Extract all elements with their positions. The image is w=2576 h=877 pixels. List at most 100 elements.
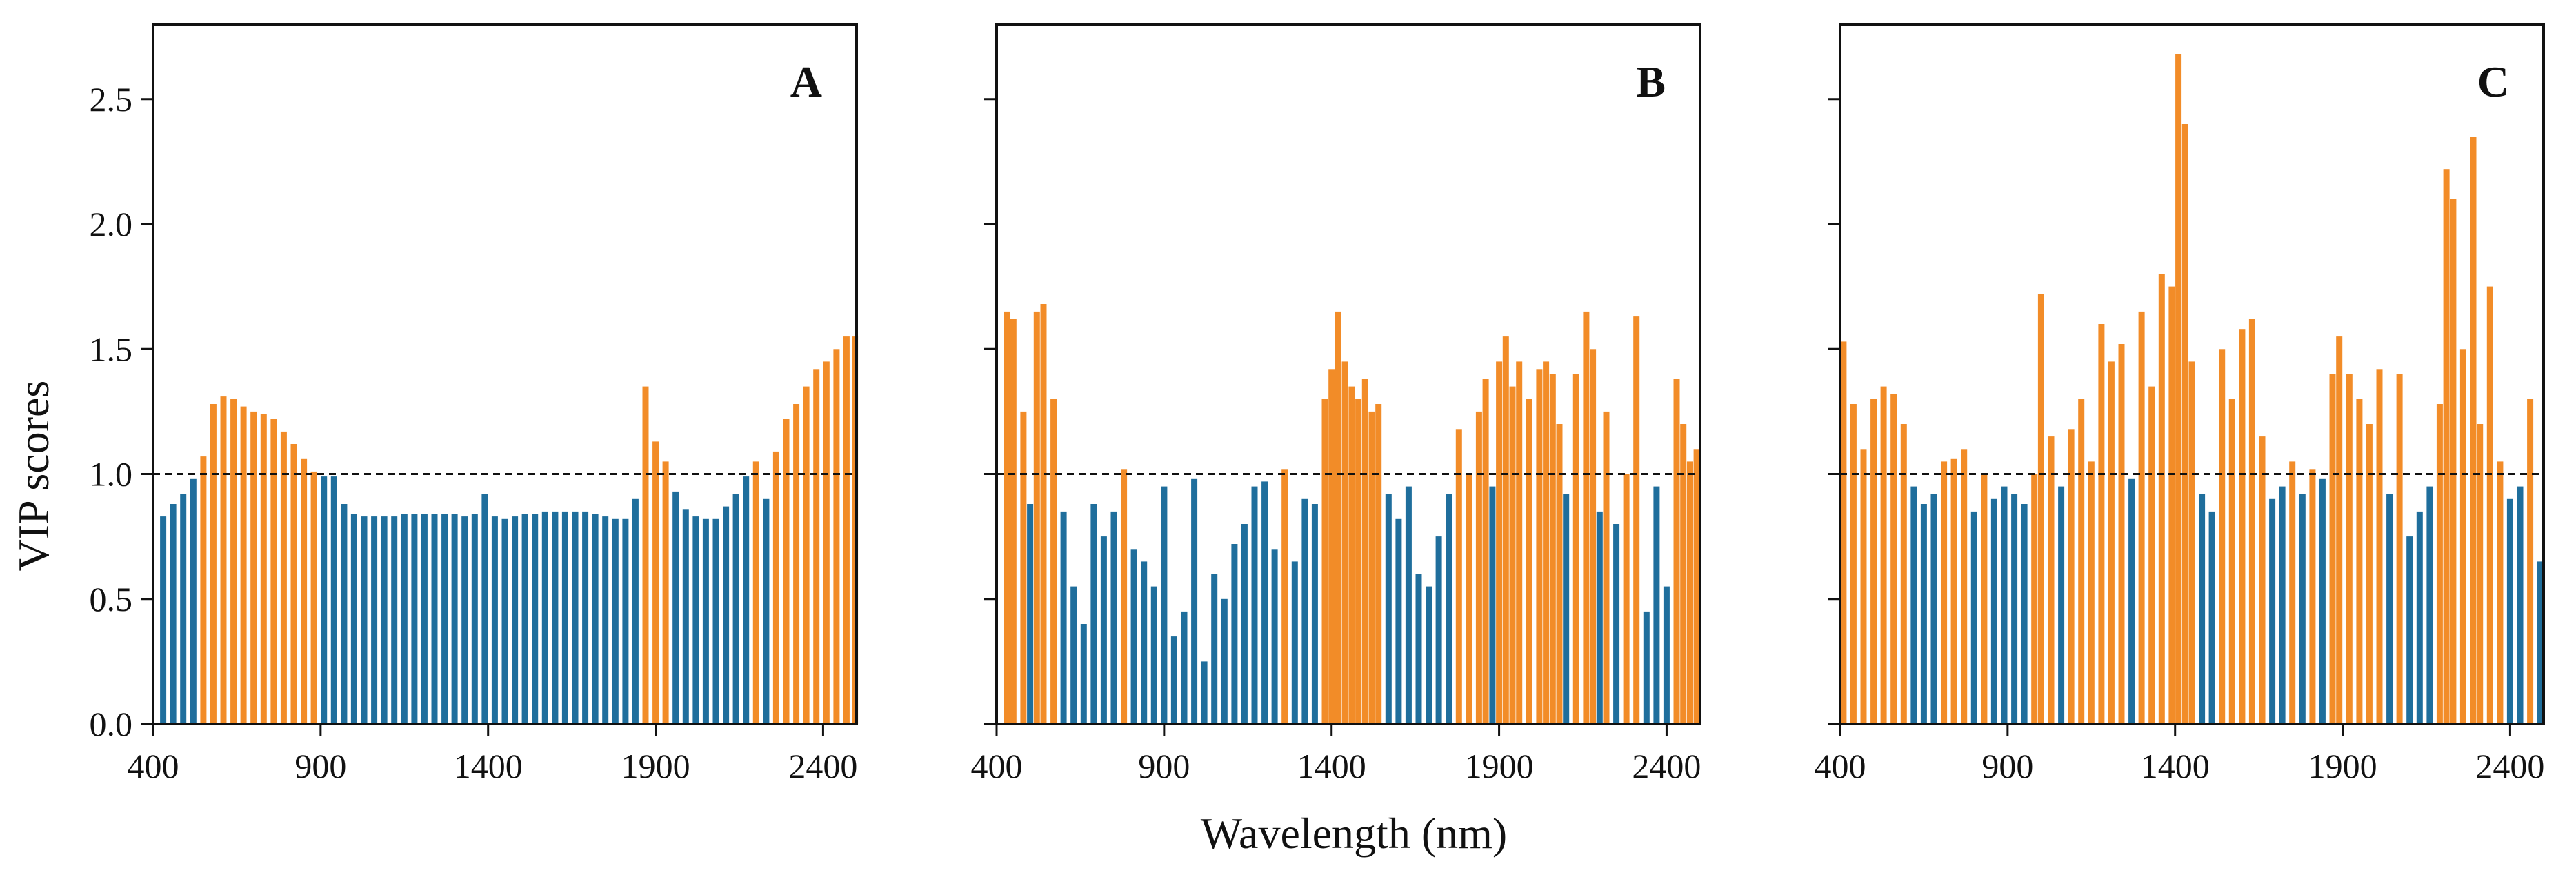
vip-bar [1301,498,1308,725]
vip-bar [743,476,750,724]
vip-bar [1543,361,1550,724]
vip-bar [2279,486,2286,724]
vip-bar [1241,524,1248,724]
x-tick-label: 900 [1138,747,1190,785]
vip-bar [2477,424,2484,724]
vip-bar [1033,311,1040,724]
vip-bar [702,518,709,725]
vip-bar [2088,461,2095,724]
x-tick-label: 2400 [2475,747,2544,785]
vip-bar [2058,486,2065,724]
plot-frame [152,23,858,725]
vip-bar [2219,349,2226,725]
vip-bar [461,516,468,724]
vip-bar [1613,524,1620,724]
vip-bar [2208,511,2215,724]
vip-bar [1981,474,1988,724]
vip-bar [2259,436,2266,724]
vip-bar [2329,374,2336,724]
vip-bar [2299,494,2306,724]
vip-bar [441,514,448,724]
vip-bar [1509,386,1516,724]
vip-bar [612,518,619,725]
vip-bar [361,516,368,724]
vip-bar [2336,336,2343,725]
y-tick-label: 1.0 [90,455,133,494]
vip-bar [642,386,649,724]
x-axis-title: Wavelength (nm) [1201,809,1507,858]
vip-bar [2068,429,2075,725]
vip-bar [512,516,519,724]
vip-bar [632,498,639,725]
vip-bar [1663,586,1670,724]
vip-bar [2366,424,2373,724]
vip-bar [1653,486,1660,724]
vip-bar [2537,561,2544,724]
x-tick-label: 1400 [2141,747,2210,785]
vip-bar [1100,536,1107,724]
vip-bar [1900,424,1907,724]
vip-bar [852,336,859,725]
vip-bar [2269,498,2276,725]
vip-bar [230,399,237,725]
vip-bar [1556,424,1563,724]
vip-bar [200,456,207,724]
vip-bar [391,516,398,724]
vip-bar [772,451,779,724]
vip-bar [1840,341,1847,724]
vip-bar [1291,561,1298,724]
vip-bar [2048,436,2055,724]
vip-bar [190,478,197,725]
vip-bar [1211,574,1218,724]
vip-bar [180,494,187,724]
vip-bar [220,396,227,724]
vip-bar [1910,486,1917,724]
vip-bar [602,516,609,724]
vip-bar [793,404,800,724]
vip-bar [552,511,559,724]
vip-bar [2118,344,2125,724]
vip-bar [843,336,850,725]
vip-bar [1415,574,1422,724]
y-tick-label: 0.5 [90,580,133,618]
vip-bar [1251,486,1258,724]
vip-bar [652,441,659,724]
vip-bar [1426,586,1432,724]
vip-bar [532,514,539,724]
vip-bar [2289,461,2296,724]
vip-bar [270,419,277,725]
vip-bar [2037,294,2044,724]
vip-bar [2078,399,2085,725]
plot-frame [1839,23,2545,725]
vip-bar [1231,544,1238,724]
vip-bar [1596,511,1603,724]
vip-bar [411,514,418,724]
vip-bar [1355,399,1362,725]
vip-bar [1870,399,1877,725]
y-tick-label: 2.0 [90,205,133,243]
x-tick-label: 1900 [2308,747,2377,785]
vip-bar [1623,474,1630,724]
vip-bar [301,458,308,725]
vip-bar [823,361,830,724]
vip-bar [1221,598,1228,725]
vip-bar [662,461,669,724]
vip-bar [1090,504,1097,724]
x-tick-label: 900 [294,747,346,785]
vip-bar [1368,411,1375,724]
y-axis-title: VIP scores [9,381,58,572]
vip-bar [1141,561,1148,724]
vip-bar [1170,636,1177,724]
vip-bar [2199,494,2206,724]
vip-bar [1489,486,1496,724]
vip-bar [381,516,388,724]
vip-bar [2031,474,2038,724]
panel-label: B [1636,57,1666,106]
vip-bar [1482,379,1489,725]
vip-bar [321,476,328,724]
vip-bar [1466,474,1472,724]
vip-bar [803,386,810,724]
vip-bar [2138,311,2145,724]
vip-bar [1150,586,1157,724]
vip-bar [592,514,599,724]
